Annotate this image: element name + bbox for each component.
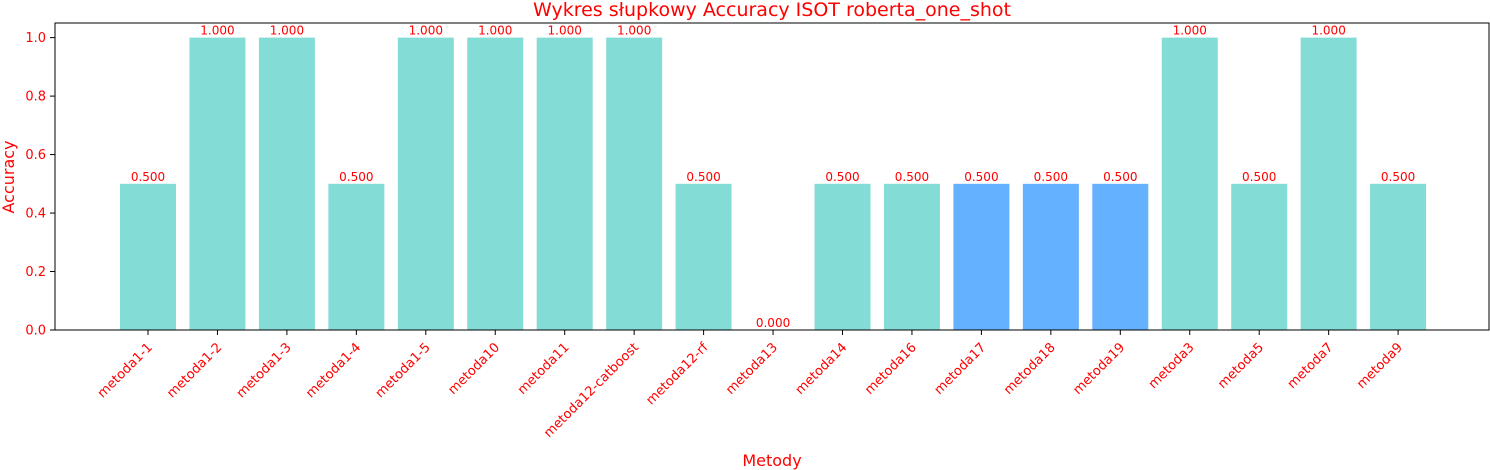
bar-value-label: 0.500 (1103, 170, 1137, 184)
bar-value-label: 0.500 (895, 170, 929, 184)
bar-value-label: 1.000 (270, 24, 304, 38)
x-tick-label: metoda13 (723, 340, 781, 398)
y-tick-label: 0.8 (25, 90, 46, 105)
bar-value-label: 1.000 (1173, 24, 1207, 38)
x-tick-label: metoda5 (1215, 340, 1267, 392)
bar-labels-group: 0.500 1.000 1.000 0.500 1.000 1.000 1.000 1.000… (131, 24, 1415, 330)
x-tick-label: metoda14 (793, 340, 851, 398)
bar (120, 183, 176, 330)
y-tick-label: 0.2 (25, 265, 46, 280)
x-tick-label: metoda9 (1354, 340, 1406, 392)
bar (258, 37, 315, 331)
x-tick-label: metoda11 (515, 340, 573, 398)
bar-value-label: 0.000 (756, 316, 790, 330)
bar (1370, 183, 1427, 330)
x-axis: metoda1-1 metoda1-2 metoda1-3 metoda1-4 meto… (95, 330, 1406, 441)
y-tick-label: 0.0 (25, 324, 46, 339)
bar (883, 183, 940, 330)
chart-title: Wykres słupkowy Accuracy ISOT roberta_on… (533, 0, 1011, 21)
bar (1231, 183, 1288, 330)
bar-value-label: 1.000 (478, 24, 512, 38)
bar-value-label: 1.000 (548, 24, 582, 38)
y-axis: 0.0 0.2 0.4 0.6 0.8 1.0 (25, 31, 55, 339)
bar-value-label: 0.500 (131, 170, 165, 184)
y-tick-label: 0.4 (25, 207, 46, 222)
bar-value-label: 1.000 (1311, 24, 1345, 38)
x-tick-label: metoda1-2 (164, 340, 225, 401)
y-tick-label: 1.0 (25, 31, 46, 46)
bar-value-label: 0.500 (686, 170, 720, 184)
bar (814, 183, 871, 330)
bar (953, 183, 1010, 330)
x-tick-label: metoda1-3 (234, 340, 295, 401)
bar-value-label: 0.500 (1034, 170, 1068, 184)
bar-value-label: 0.500 (1381, 170, 1415, 184)
y-tick-label: 0.6 (25, 148, 46, 163)
bar-value-label: 0.500 (964, 170, 998, 184)
bar-value-label: 0.500 (1242, 170, 1276, 184)
bar (328, 183, 385, 330)
bar (1161, 37, 1218, 331)
x-axis-label: Metody (742, 451, 801, 470)
x-tick-label: metoda19 (1071, 340, 1129, 398)
bar (467, 37, 524, 331)
bar-value-label: 1.000 (200, 24, 234, 38)
bar (189, 37, 246, 331)
x-tick-label: metoda10 (445, 340, 503, 398)
x-tick-label: metoda16 (862, 340, 920, 398)
bar-value-label: 0.500 (825, 170, 859, 184)
bar-value-label: 1.000 (617, 24, 651, 38)
x-tick-label: metoda12-rf (643, 340, 711, 408)
x-tick-label: metoda1-1 (95, 340, 156, 401)
bar (675, 183, 732, 330)
bar (397, 37, 454, 331)
bar (536, 37, 593, 331)
x-tick-label: metoda1-4 (303, 340, 364, 401)
y-axis-label: Accuracy (0, 140, 18, 213)
bars-group (120, 37, 1427, 331)
plot-frame (54, 22, 1490, 331)
x-tick-label: metoda18 (1001, 340, 1059, 398)
x-tick-label: metoda17 (932, 340, 990, 398)
bar (1022, 183, 1079, 330)
bar-value-label: 0.500 (339, 170, 373, 184)
bar (1300, 37, 1357, 331)
x-tick-label: metoda3 (1146, 340, 1198, 392)
bar (606, 37, 663, 331)
bar (1092, 183, 1149, 330)
x-tick-label: metoda1-5 (373, 340, 434, 401)
x-tick-label: metoda7 (1285, 340, 1337, 392)
bar-value-label: 1.000 (409, 24, 443, 38)
